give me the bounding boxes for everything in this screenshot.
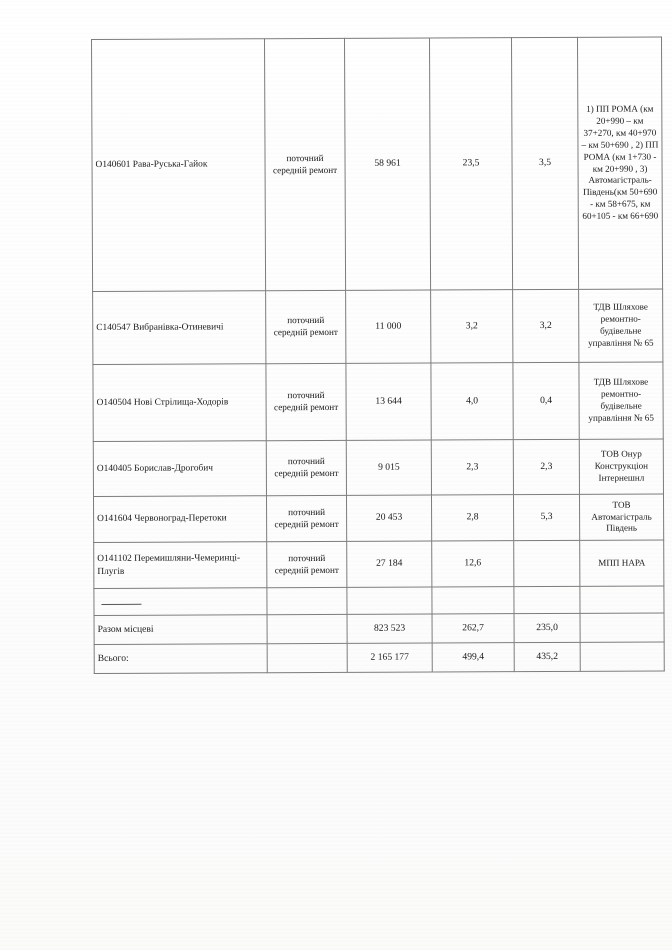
cell-length-2: 3,5 (511, 37, 579, 290)
cell-empty (579, 586, 665, 614)
cell-work-type: поточний середній ремонт (264, 38, 346, 291)
cell-length-1: 262,7 (432, 613, 515, 644)
pen-dash-mark (101, 603, 142, 605)
table-row-summary: Разом місцеві 823 523 262,7 235,0 (94, 613, 665, 645)
cell-length-1: 499,4 (432, 642, 515, 673)
cell-cost: 823 523 (347, 614, 433, 644)
cell-empty (513, 586, 581, 614)
cell-empty (346, 587, 433, 615)
table-row: О141102 Перемишляни-Чемеринці-Плугів пот… (93, 540, 664, 589)
cell-work-type (267, 614, 348, 644)
cell-length-2: 2,3 (513, 439, 580, 495)
table-row: С140547 Вибранівка-Отиневичі поточний се… (92, 289, 663, 365)
cell-length-2: 5,3 (513, 494, 580, 541)
cell-summary-label: Всього: (94, 643, 268, 674)
cell-length-2: 235,0 (514, 613, 581, 643)
table-row: О140601 Рава-Руська-Гайок поточний серед… (91, 37, 663, 292)
road-works-table: О140601 Рава-Руська-Гайок поточний серед… (91, 37, 665, 674)
cell-cost: 13 644 (345, 363, 432, 441)
cell-road-name: О140405 Борислав-Дрогобич (93, 440, 267, 497)
cell-length-1: 4,0 (430, 362, 514, 441)
cell-contractor: ТДВ Шляхове ремонтно-будівельне управлін… (578, 289, 663, 363)
cell-road-name: С140547 Вибранівка-Отиневичі (92, 290, 266, 365)
cell-contractor: ТОВ Автомагістраль Південь (579, 494, 664, 541)
table-row-spacer (93, 586, 665, 616)
cell-contractor: МПП НАРА (579, 540, 664, 587)
cell-length-1: 2,8 (431, 494, 514, 542)
table-row: О140504 Нові Стрілища-Ходорів поточний с… (92, 362, 664, 442)
cell-empty (266, 587, 348, 615)
cell-work-type: поточний середній ремонт (265, 363, 347, 441)
table-skew-wrapper: О140601 Рава-Руська-Гайок поточний серед… (91, 37, 665, 674)
cell-work-type: поточний середній ремонт (266, 495, 347, 542)
cell-length-2: 0,4 (512, 362, 580, 440)
cell-road-name: О140504 Нові Стрілища-Ходорів (92, 363, 267, 442)
table-row: О140405 Борислав-Дрогобич поточний серед… (93, 439, 664, 497)
cell-cost: 11 000 (345, 290, 431, 364)
cell-contractor (580, 642, 665, 672)
cell-pen-mark (93, 587, 268, 616)
cell-length-2 (513, 540, 580, 587)
cell-work-type (267, 643, 348, 673)
cell-cost: 20 453 (346, 495, 432, 542)
cell-length-2: 435,2 (514, 642, 581, 672)
cell-length-1: 2,3 (431, 439, 514, 496)
cell-empty (431, 586, 515, 615)
cell-cost: 58 961 (344, 38, 431, 291)
table-row: О141604 Червоноград-Перетоки поточний се… (93, 494, 664, 543)
cell-summary-label: Разом місцеві (94, 614, 268, 645)
cell-road-name: О141102 Перемишляни-Чемеринці-Плугів (93, 541, 267, 589)
cell-length-1: 12,6 (431, 540, 514, 588)
cell-road-name: О141604 Червоноград-Перетоки (93, 495, 267, 543)
cell-contractor: ТДВ Шляхове ремонтно-будівельне управлін… (578, 362, 664, 440)
cell-length-1: 3,2 (430, 289, 513, 364)
cell-contractor: 1) ПП РОМА (км 20+990 – км 37+270, км 40… (577, 37, 663, 290)
cell-cost: 27 184 (346, 541, 432, 588)
cell-contractor (580, 613, 665, 643)
cell-work-type: поточний середній ремонт (266, 440, 347, 496)
cell-work-type: поточний середній ремонт (265, 290, 346, 364)
cell-road-name: О140601 Рава-Руська-Гайок (91, 38, 266, 292)
cell-cost: 9 015 (346, 440, 432, 496)
table-row-summary: Всього: 2 165 177 499,4 435,2 (94, 642, 665, 674)
cell-length-1: 23,5 (429, 37, 513, 291)
cell-work-type: поточний середній ремонт (266, 541, 347, 588)
cell-cost: 2 165 177 (347, 643, 433, 673)
cell-contractor: ТОВ Онур Конструкціон Інтернешнл (579, 439, 664, 495)
cell-length-2: 3,2 (512, 289, 579, 363)
